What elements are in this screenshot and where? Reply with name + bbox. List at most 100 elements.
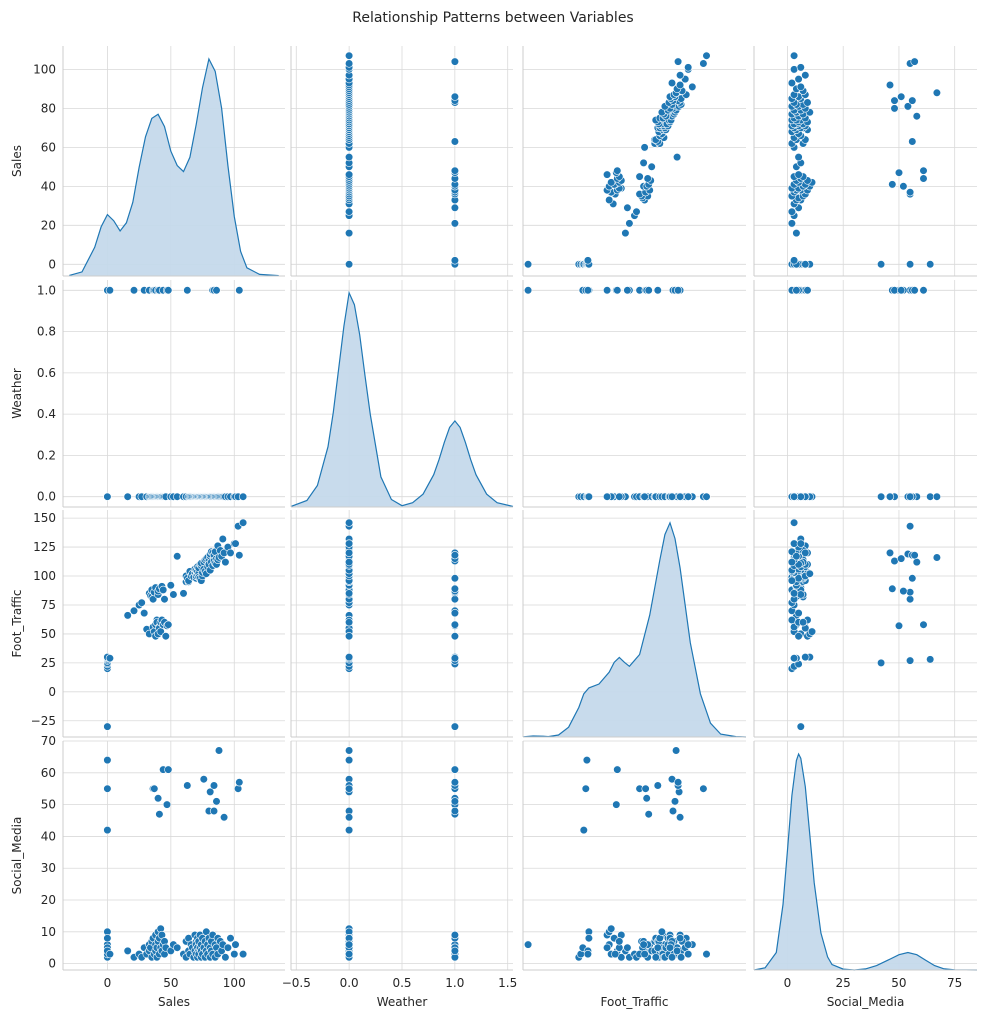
data-point xyxy=(787,78,797,88)
panel-sales-vs-social-media xyxy=(753,46,977,277)
data-point xyxy=(602,170,612,179)
data-point xyxy=(667,78,677,88)
x-tick-label: 0.5 xyxy=(392,976,411,990)
y-tick-label: 0 xyxy=(48,957,56,971)
data-point xyxy=(150,784,159,793)
data-point xyxy=(450,137,460,146)
data-point xyxy=(183,286,192,295)
data-point xyxy=(450,166,460,175)
data-point xyxy=(653,286,662,295)
chart-title: Relationship Patterns between Variables xyxy=(352,10,633,26)
x-tick-label: 50 xyxy=(891,976,906,990)
data-point xyxy=(897,92,906,101)
panel-foot-traffic-vs-sales: −25 0 25 50 75 100 125 150 Foot_Traffic xyxy=(10,510,285,738)
data-point xyxy=(214,746,224,755)
data-point xyxy=(169,590,178,599)
data-point xyxy=(345,632,354,641)
data-point xyxy=(607,924,616,933)
data-point xyxy=(212,286,221,295)
data-point xyxy=(239,518,248,527)
data-point xyxy=(450,57,460,66)
data-point xyxy=(640,143,649,152)
data-point xyxy=(897,554,906,563)
data-point xyxy=(235,286,244,295)
data-point xyxy=(807,627,817,636)
data-point xyxy=(220,813,229,822)
data-point xyxy=(672,946,682,956)
data-point xyxy=(450,806,460,816)
panel-sales-vs-sales: 0 20 40 60 80 100 Sales xyxy=(10,46,285,277)
data-point xyxy=(450,551,460,560)
data-point xyxy=(876,260,886,269)
data-point xyxy=(450,930,460,940)
data-point xyxy=(105,654,114,663)
data-point xyxy=(919,620,928,629)
data-point xyxy=(239,492,248,501)
data-point xyxy=(623,943,632,952)
data-point xyxy=(789,654,799,663)
data-point xyxy=(670,797,680,806)
data-point xyxy=(702,492,711,501)
data-point xyxy=(632,207,641,216)
data-point xyxy=(910,551,919,560)
data-point xyxy=(129,606,139,615)
data-point xyxy=(345,51,354,60)
y-axis-label-sales: Sales xyxy=(10,145,24,177)
data-point xyxy=(345,207,354,216)
data-point xyxy=(584,934,594,943)
y-axis-label-foot-traffic: Foot_Traffic xyxy=(10,590,24,658)
data-point xyxy=(345,518,354,527)
y-tick-label: 70 xyxy=(41,734,56,748)
data-point xyxy=(345,940,354,949)
data-point xyxy=(642,794,651,803)
data-point xyxy=(612,800,621,809)
data-point xyxy=(792,552,801,561)
data-point xyxy=(919,174,928,183)
data-point xyxy=(450,654,460,663)
data-point xyxy=(581,784,590,793)
data-point xyxy=(345,153,354,162)
data-point xyxy=(345,539,354,548)
data-point xyxy=(801,71,810,80)
data-point xyxy=(613,765,622,774)
data-point xyxy=(602,943,612,952)
data-point xyxy=(885,80,895,90)
data-point xyxy=(699,59,708,68)
data-point xyxy=(675,80,685,90)
data-point xyxy=(653,781,662,790)
data-point xyxy=(159,585,168,595)
x-axis-label-social-media: Social_Media xyxy=(827,995,905,1009)
data-point xyxy=(787,219,797,228)
data-point xyxy=(164,620,173,629)
data-point xyxy=(450,620,460,629)
y-tick-label: 0.2 xyxy=(37,448,56,462)
data-point xyxy=(615,937,624,946)
data-point xyxy=(794,153,803,162)
data-point xyxy=(583,949,593,959)
y-tick-label: 150 xyxy=(33,511,56,525)
data-point xyxy=(905,188,915,197)
x-tick-label: 100 xyxy=(223,976,246,990)
y-tick-label: 60 xyxy=(41,766,56,780)
x-tick-label: 0.0 xyxy=(340,976,359,990)
data-point xyxy=(789,589,799,598)
y-tick-label: 10 xyxy=(41,925,56,939)
data-point xyxy=(621,229,630,238)
data-point xyxy=(801,260,810,269)
data-point xyxy=(803,98,812,107)
y-tick-label: 20 xyxy=(41,893,56,907)
data-point xyxy=(675,71,685,80)
data-point xyxy=(345,229,354,238)
data-point xyxy=(905,492,915,501)
data-point xyxy=(796,722,805,731)
data-point xyxy=(908,96,917,105)
data-point xyxy=(787,576,797,585)
data-point xyxy=(345,746,354,755)
data-point xyxy=(179,589,188,598)
data-point xyxy=(684,63,693,72)
data-point xyxy=(673,286,683,295)
y-tick-label: 80 xyxy=(41,101,56,115)
data-point xyxy=(212,797,221,806)
data-point xyxy=(671,746,681,755)
